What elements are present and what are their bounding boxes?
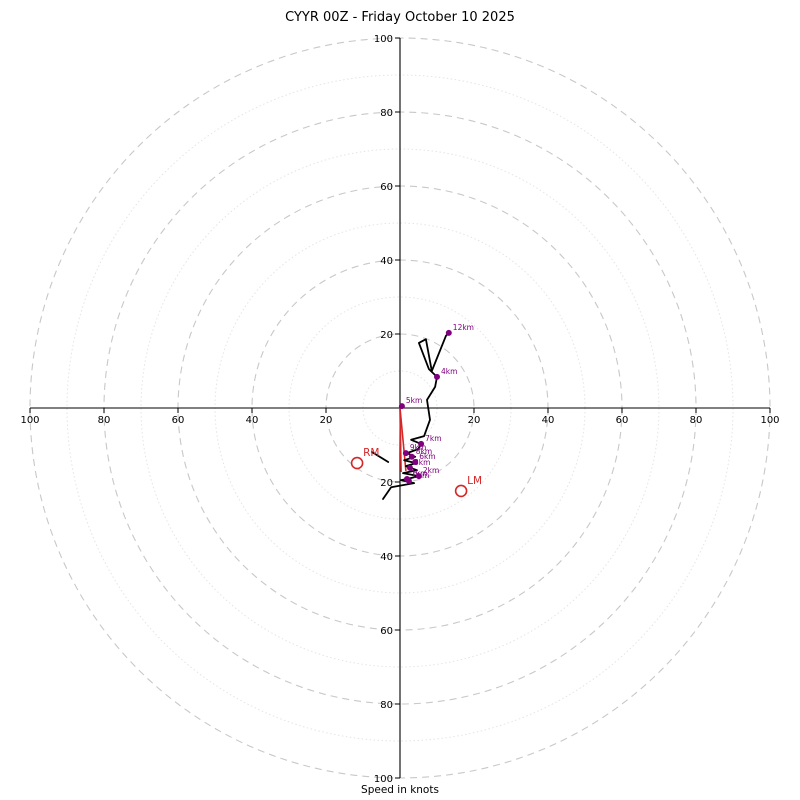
altitude-label-8km: 8km <box>416 447 432 456</box>
altitude-label-12km: 12km <box>453 323 474 332</box>
y-tick-label-60: 60 <box>380 182 393 193</box>
x-tick-label-100: 100 <box>760 415 779 426</box>
y-tick-label--40: 40 <box>380 552 393 563</box>
y-tick-label-80: 80 <box>380 108 393 119</box>
y-tick-label--20: 20 <box>380 478 393 489</box>
x-tick-label--40: 40 <box>246 415 259 426</box>
altitude-dot-8km <box>408 453 415 460</box>
storm-marker-RM <box>350 456 364 470</box>
y-tick-label-20: 20 <box>380 330 393 341</box>
altitude-dot-5km <box>398 403 405 410</box>
storm-marker-label-RM: RM <box>363 447 379 459</box>
altitude-label-3km: 3km <box>414 458 430 467</box>
altitude-dot-2km <box>415 473 422 480</box>
altitude-label-4km: 4km <box>441 367 457 376</box>
x-tick-label--20: 20 <box>320 415 333 426</box>
y-tick-label--60: 60 <box>380 626 393 637</box>
altitude-dot-7km <box>418 440 425 447</box>
y-tick-label-40: 40 <box>380 256 393 267</box>
altitude-label-9km: 9km <box>410 443 426 452</box>
altitude-label-7km: 7km <box>425 434 441 443</box>
altitude-dot-1km <box>404 476 410 482</box>
storm-marker-label-LM: LM <box>467 475 482 487</box>
chart-title: CYYR 00Z - Friday October 10 2025 <box>285 10 515 25</box>
y-tick-label--100: 100 <box>374 774 393 785</box>
x-tick-label--60: 60 <box>172 415 185 426</box>
x-tick-label--100: 100 <box>20 415 39 426</box>
altitude-dot-9km <box>402 450 409 457</box>
altitude-dot-4km <box>434 373 440 380</box>
x-axis-label: Speed in knots <box>361 784 439 796</box>
altitude-label-6km: 6km <box>419 452 435 461</box>
storm-marker-LM <box>454 484 468 498</box>
x-tick-label--80: 80 <box>98 415 111 426</box>
x-tick-label-40: 40 <box>542 415 555 426</box>
altitude-dot-3km <box>407 464 413 471</box>
altitude-dot-6km <box>412 459 419 465</box>
y-tick-label-100: 100 <box>374 34 393 45</box>
x-tick-label-20: 20 <box>468 415 481 426</box>
hodograph-trace <box>382 331 450 500</box>
altitude-dot-12km <box>445 329 452 336</box>
storm-motion-line-0 <box>399 407 402 473</box>
x-tick-label-80: 80 <box>690 415 703 426</box>
y-tick-label--80: 80 <box>380 700 393 711</box>
trace-secondary-segment <box>370 451 390 463</box>
altitude-label-2km: 2km <box>423 466 439 475</box>
x-tick-label-60: 60 <box>616 415 629 426</box>
altitude-label-5km: 5km <box>406 396 422 405</box>
